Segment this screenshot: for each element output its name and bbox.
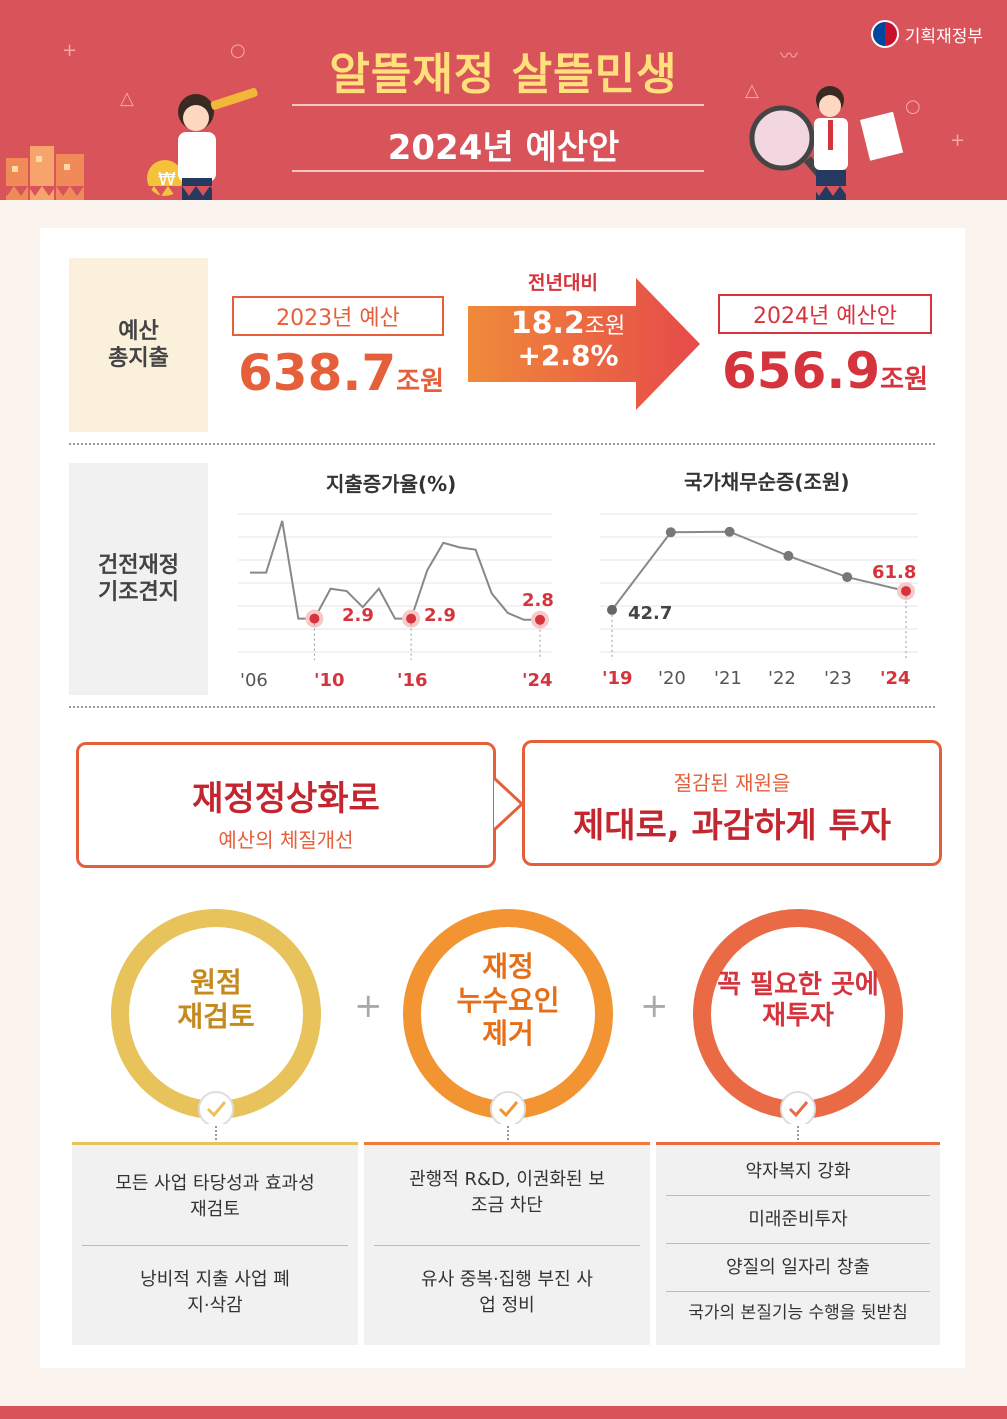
data-point bbox=[724, 526, 735, 537]
list-item: 미래준비투자 bbox=[748, 1209, 848, 1230]
data-label: 61.8 bbox=[872, 562, 917, 583]
ring-reinvest bbox=[693, 909, 903, 1124]
page-title: 알뜰재정 살뜰민생 bbox=[329, 49, 678, 100]
list-item: 유사 중복·집행 부진 사업 정비 bbox=[421, 1269, 593, 1317]
data-point bbox=[665, 527, 676, 538]
government-emblem-icon bbox=[870, 20, 899, 48]
man-magnifier-illustration bbox=[749, 86, 904, 200]
connector-line bbox=[507, 1126, 509, 1140]
list-item: 양질의 일자리 창출 bbox=[726, 1257, 870, 1278]
ministry-name: 기획재정부 bbox=[904, 26, 983, 47]
circle-decoration-icon: ○ bbox=[905, 96, 921, 117]
reinvest-box: 절감된 재원을 제대로, 과감하게 투자 bbox=[522, 740, 942, 866]
data-point bbox=[901, 586, 911, 597]
data-point bbox=[607, 604, 617, 615]
list-separator bbox=[666, 1195, 930, 1196]
x-tick-label: '20 bbox=[658, 668, 686, 689]
spending-growth-chart-title: 지출증가율(%) bbox=[326, 472, 457, 496]
circle-decoration-icon: ○ bbox=[230, 40, 246, 61]
x-tick-label: '22 bbox=[768, 668, 796, 689]
x-tick-label: '21 bbox=[714, 668, 742, 689]
list-item: 국가의 본질기능 수행을 뒷받침 bbox=[688, 1303, 908, 1323]
list-item: 모든 사업 타당성과 효과성 재검토 bbox=[115, 1173, 315, 1221]
plus-icon: + bbox=[640, 986, 669, 1026]
right-message-sub: 절감된 재원을 bbox=[673, 771, 791, 795]
header-banner: + △ ○ 〰 ○ + △ 기획재정부 알뜰재정 살뜰민생 2024년 예산안 … bbox=[0, 0, 1007, 200]
ministry-logo: 기획재정부 bbox=[870, 20, 983, 48]
fiscal-normalization-box: 재정정상화로 예산의 체질개선 bbox=[76, 742, 496, 868]
growth-arrow bbox=[468, 278, 700, 410]
x-tick-label: '19 bbox=[602, 668, 633, 689]
title-divider bbox=[292, 104, 704, 106]
pillar-1-list: 모든 사업 타당성과 효과성 재검토 낭비적 지출 사업 폐지·삭감 bbox=[72, 1142, 358, 1345]
data-point bbox=[535, 614, 545, 625]
next-budget-label: 2024년 예산안 bbox=[718, 294, 932, 334]
woman-telescope-illustration: ₩ bbox=[6, 87, 258, 200]
list-separator bbox=[82, 1245, 348, 1246]
wave-decoration-icon: 〰 bbox=[780, 46, 798, 67]
prev-budget-label: 2023년 예산 bbox=[232, 296, 444, 336]
data-label: 2.8 bbox=[522, 590, 554, 611]
list-item: 약자복지 강화 bbox=[745, 1161, 851, 1182]
section-divider bbox=[69, 443, 935, 445]
data-label: 2.9 bbox=[342, 605, 374, 626]
ring-remove-leakage bbox=[403, 909, 613, 1124]
x-tick-label: '24 bbox=[522, 670, 553, 691]
svg-text:₩: ₩ bbox=[158, 169, 176, 190]
pillar-2-title: 재정 누수요인 제거 bbox=[456, 950, 560, 1051]
budget-side-label: 예산 총지출 bbox=[69, 258, 208, 432]
plus-decoration-icon: + bbox=[950, 130, 966, 151]
data-label: 42.7 bbox=[628, 603, 673, 624]
prev-budget-amount: 638.7조원 bbox=[238, 344, 444, 402]
connector-line bbox=[797, 1126, 799, 1140]
header-zigzag-edge bbox=[0, 186, 1007, 196]
data-point bbox=[783, 550, 794, 561]
page-subtitle: 2024년 예산안 bbox=[387, 128, 620, 168]
next-budget-amount: 656.9조원 bbox=[722, 342, 928, 400]
title-divider bbox=[292, 170, 704, 172]
x-tick-label: '10 bbox=[314, 670, 345, 691]
pillar-3-title: 꼭 필요한 곳에 재투자 bbox=[717, 970, 879, 1032]
left-message-sub: 예산의 체질개선 bbox=[218, 828, 354, 852]
triangle-decoration-icon: △ bbox=[745, 80, 759, 101]
data-point bbox=[309, 613, 320, 624]
plus-decoration-icon: + bbox=[62, 40, 78, 61]
list-separator bbox=[666, 1291, 930, 1292]
spending-growth-chart bbox=[238, 513, 552, 660]
debt-increase-chart-title: 국가채무순증(조원) bbox=[684, 470, 850, 494]
list-item: 관행적 R&D, 이권화된 보조금 차단 bbox=[409, 1169, 605, 1217]
connector-line bbox=[215, 1126, 217, 1140]
x-tick-label: '24 bbox=[880, 668, 911, 689]
growth-arrow-text: 18.2조원 +2.8% bbox=[510, 306, 626, 372]
data-point bbox=[406, 613, 417, 624]
data-point bbox=[842, 572, 853, 583]
compare-label: 전년대비 bbox=[528, 272, 598, 294]
soundness-side-label: 건전재정 기조견지 bbox=[69, 463, 208, 695]
right-message-main: 제대로, 과감하게 투자 bbox=[572, 806, 892, 846]
section-divider bbox=[69, 706, 935, 708]
x-tick-label: '23 bbox=[824, 668, 852, 689]
triangle-decoration-icon: △ bbox=[120, 88, 134, 109]
pillar-2-list: 관행적 R&D, 이권화된 보조금 차단 유사 중복·집행 부진 사업 정비 bbox=[364, 1142, 650, 1345]
left-message-main: 재정정상화로 bbox=[192, 779, 380, 819]
series-line bbox=[250, 520, 540, 621]
debt-increase-chart bbox=[600, 513, 918, 660]
list-item: 낭비적 지출 사업 폐지·삭감 bbox=[140, 1269, 290, 1317]
pillar-1-title: 원점 재검토 bbox=[177, 966, 255, 1033]
plus-icon: + bbox=[354, 986, 383, 1026]
ring-zero-base-review bbox=[111, 909, 321, 1124]
pillar-3-list: 약자복지 강화 미래준비투자 양질의 일자리 창출 국가의 본질기능 수행을 뒷… bbox=[656, 1142, 940, 1345]
x-tick-label: '06 bbox=[240, 670, 268, 691]
footer-bar bbox=[0, 1406, 1007, 1419]
x-tick-label: '16 bbox=[397, 670, 428, 691]
series-line bbox=[611, 530, 907, 611]
list-separator bbox=[666, 1243, 930, 1244]
data-label: 2.9 bbox=[424, 605, 456, 626]
list-separator bbox=[374, 1245, 640, 1246]
